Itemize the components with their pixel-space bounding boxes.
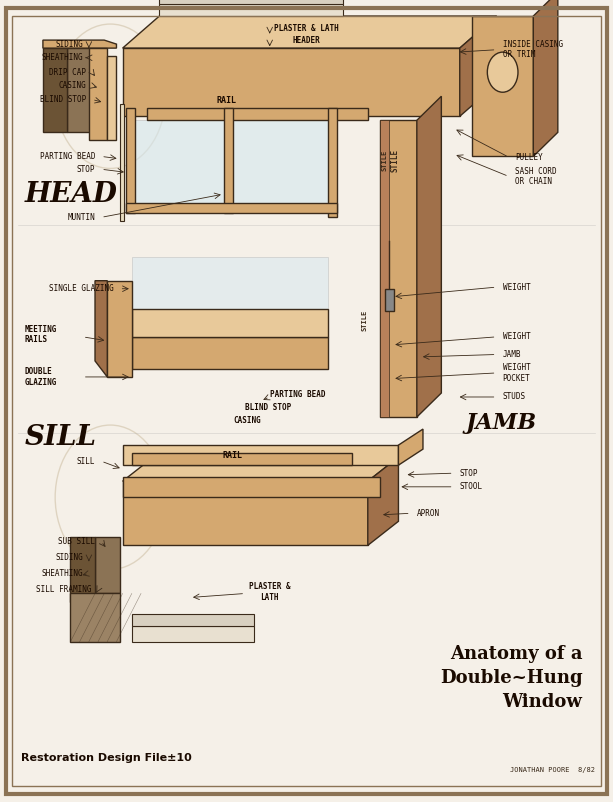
Text: SILL: SILL [77, 456, 95, 466]
FancyBboxPatch shape [43, 48, 67, 132]
Text: WEIGHT: WEIGHT [503, 332, 530, 342]
FancyBboxPatch shape [380, 120, 417, 417]
Polygon shape [43, 40, 116, 48]
Text: SHEATHING: SHEATHING [41, 53, 83, 63]
Text: Double~Hung: Double~Hung [440, 669, 582, 687]
Text: MUNTIN: MUNTIN [67, 213, 95, 222]
Text: STOP: STOP [460, 468, 478, 478]
FancyBboxPatch shape [224, 108, 233, 213]
Text: BLIND STOP: BLIND STOP [40, 95, 86, 104]
Text: HEADER: HEADER [292, 35, 321, 45]
Text: WEIGHT
POCKET: WEIGHT POCKET [503, 363, 530, 383]
FancyBboxPatch shape [132, 626, 254, 642]
FancyBboxPatch shape [380, 120, 389, 417]
Text: HEAD: HEAD [25, 180, 118, 208]
Text: PLASTER &
LATH: PLASTER & LATH [249, 582, 291, 602]
FancyBboxPatch shape [89, 48, 107, 140]
FancyBboxPatch shape [126, 203, 337, 213]
Text: PARTING BEAD: PARTING BEAD [39, 152, 95, 161]
Text: PARTING BEAD: PARTING BEAD [270, 390, 326, 399]
FancyBboxPatch shape [132, 453, 352, 465]
FancyBboxPatch shape [123, 48, 460, 116]
FancyBboxPatch shape [233, 120, 331, 205]
Text: SILL FRAMING: SILL FRAMING [36, 585, 92, 594]
Polygon shape [123, 16, 497, 48]
Text: SASH CORD
OR CHAIN: SASH CORD OR CHAIN [515, 167, 557, 186]
Text: STUDS: STUDS [503, 392, 526, 402]
Polygon shape [460, 16, 497, 116]
Polygon shape [95, 281, 107, 377]
FancyBboxPatch shape [123, 481, 368, 545]
FancyBboxPatch shape [107, 56, 116, 140]
Text: STILE: STILE [361, 310, 367, 331]
FancyBboxPatch shape [120, 104, 124, 221]
Polygon shape [417, 96, 441, 417]
Text: PLASTER & LATH: PLASTER & LATH [274, 23, 339, 33]
FancyBboxPatch shape [67, 48, 92, 132]
Text: CASING: CASING [233, 415, 261, 425]
FancyBboxPatch shape [132, 257, 328, 309]
Text: RAIL: RAIL [223, 451, 243, 460]
Polygon shape [533, 0, 558, 156]
FancyBboxPatch shape [95, 537, 120, 593]
FancyBboxPatch shape [132, 614, 254, 626]
Text: SUB SILL: SUB SILL [58, 537, 95, 546]
Text: JAMB: JAMB [466, 412, 537, 435]
Text: SIDING: SIDING [55, 553, 83, 562]
Text: SHEATHING: SHEATHING [41, 569, 83, 578]
Text: DRIP CAP: DRIP CAP [49, 67, 86, 77]
Text: BLIND STOP: BLIND STOP [245, 403, 291, 412]
Text: WEIGHT: WEIGHT [503, 282, 530, 292]
Text: Window: Window [503, 693, 582, 711]
FancyBboxPatch shape [70, 593, 120, 642]
Text: JAMB: JAMB [503, 350, 521, 359]
FancyBboxPatch shape [123, 477, 380, 497]
FancyBboxPatch shape [147, 108, 368, 120]
Text: MEETING
RAILS: MEETING RAILS [25, 325, 57, 344]
FancyBboxPatch shape [159, 4, 343, 16]
Polygon shape [123, 457, 398, 481]
Polygon shape [398, 429, 423, 465]
Text: PULLEY: PULLEY [515, 152, 543, 162]
FancyBboxPatch shape [126, 108, 135, 213]
Text: Restoration Design File±10: Restoration Design File±10 [21, 753, 192, 763]
Text: INSIDE CASING
OR TRIM: INSIDE CASING OR TRIM [503, 40, 563, 59]
Text: STOOL: STOOL [460, 482, 483, 492]
Text: SILL: SILL [25, 423, 96, 451]
Text: APRON: APRON [417, 508, 440, 518]
FancyBboxPatch shape [132, 309, 328, 337]
Text: CASING: CASING [58, 81, 86, 91]
FancyBboxPatch shape [132, 120, 227, 205]
FancyBboxPatch shape [70, 537, 95, 602]
Text: STOP: STOP [77, 164, 95, 174]
Polygon shape [385, 289, 394, 311]
Text: STILE: STILE [391, 149, 400, 172]
Polygon shape [368, 457, 398, 545]
FancyBboxPatch shape [123, 445, 398, 465]
FancyBboxPatch shape [107, 281, 132, 377]
Text: JONATHAN POORE  8/82: JONATHAN POORE 8/82 [509, 767, 595, 773]
FancyBboxPatch shape [472, 16, 533, 156]
Text: Anatomy of a: Anatomy of a [450, 645, 582, 662]
FancyBboxPatch shape [132, 338, 328, 369]
Text: STILE: STILE [382, 150, 388, 171]
Text: DOUBLE
GLAZING: DOUBLE GLAZING [25, 367, 57, 387]
Circle shape [487, 52, 518, 92]
FancyBboxPatch shape [132, 337, 328, 369]
FancyBboxPatch shape [159, 0, 343, 4]
Text: RAIL: RAIL [217, 95, 237, 105]
Text: SINGLE GLAZING: SINGLE GLAZING [48, 284, 113, 294]
FancyBboxPatch shape [328, 108, 337, 217]
Text: SIDING: SIDING [55, 39, 83, 49]
